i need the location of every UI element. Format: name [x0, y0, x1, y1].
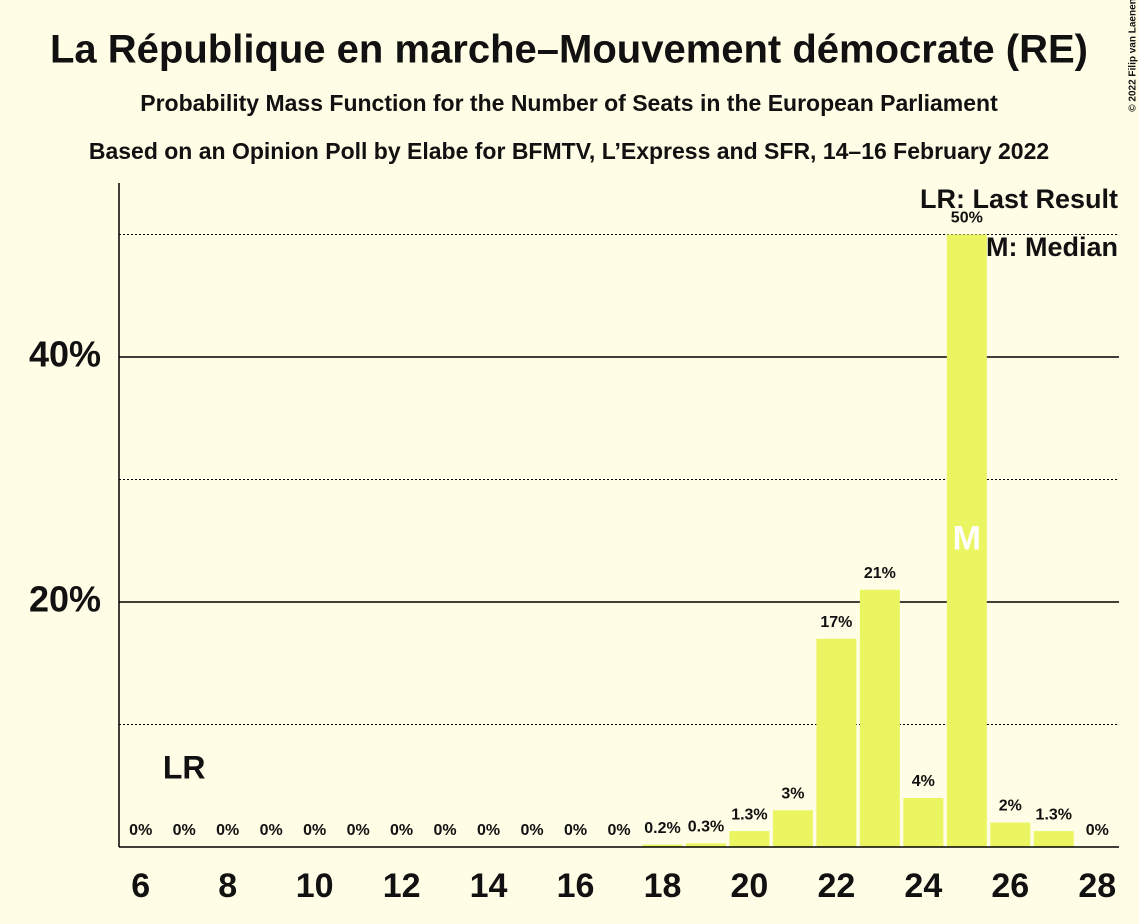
value-label: 2% [999, 798, 1022, 815]
bar [685, 843, 726, 847]
chart-title: La République en marche–Mouvement démocr… [50, 28, 1088, 72]
value-label: 0% [477, 822, 500, 839]
value-label: 0% [216, 822, 239, 839]
x-tick-label: 26 [991, 867, 1029, 905]
bar [859, 589, 900, 847]
value-label: 0% [303, 822, 326, 839]
last-result-marker: LR [163, 749, 206, 785]
value-label: 0% [434, 822, 457, 839]
chart-subtitle: Probability Mass Function for the Number… [140, 90, 998, 116]
value-label: 0% [347, 822, 370, 839]
chart-subtitle: Based on an Opinion Poll by Elabe for BF… [89, 138, 1049, 164]
value-label: 4% [912, 773, 935, 790]
bar [1033, 831, 1074, 847]
x-tick-label: 14 [470, 867, 508, 905]
x-tick-label: 16 [557, 867, 595, 905]
value-label: 0% [260, 822, 283, 839]
bar [772, 810, 813, 847]
x-tick-label: 22 [817, 867, 855, 905]
value-label: 0% [564, 822, 587, 839]
value-label: 3% [781, 785, 804, 802]
value-label: 50% [951, 210, 983, 227]
value-label: 0.3% [688, 819, 724, 836]
x-tick-label: 10 [296, 867, 334, 905]
legend-entry: LR: Last Result [920, 184, 1118, 214]
value-label: 0% [173, 822, 196, 839]
value-label: 1.3% [1036, 806, 1072, 823]
x-tick-label: 18 [644, 867, 682, 905]
value-label: 1.3% [731, 806, 767, 823]
y-tick-label: 40% [29, 333, 101, 374]
bar [903, 797, 944, 847]
bar [990, 822, 1031, 847]
value-label: 17% [820, 614, 852, 631]
credit: © 2022 Filip van Laenen [1128, 0, 1139, 112]
value-label: 21% [864, 565, 896, 582]
x-tick-label: 8 [218, 867, 237, 905]
median-marker: M [953, 520, 981, 558]
x-tick-label: 20 [731, 867, 769, 905]
x-tick-label: 24 [904, 867, 942, 905]
bar [729, 831, 770, 847]
x-tick-label: 28 [1078, 867, 1116, 905]
bar [642, 844, 683, 847]
legend-entry: M: Median [986, 232, 1118, 262]
bar [816, 638, 857, 847]
value-label: 0% [129, 822, 152, 839]
x-tick-label: 12 [383, 867, 421, 905]
value-label: 0% [390, 822, 413, 839]
value-label: 0% [1086, 822, 1109, 839]
value-label: 0% [520, 822, 543, 839]
value-label: 0.2% [644, 820, 680, 837]
y-tick-label: 20% [29, 578, 101, 619]
bar [946, 234, 987, 848]
x-tick-label: 6 [131, 867, 150, 905]
value-label: 0% [607, 822, 630, 839]
